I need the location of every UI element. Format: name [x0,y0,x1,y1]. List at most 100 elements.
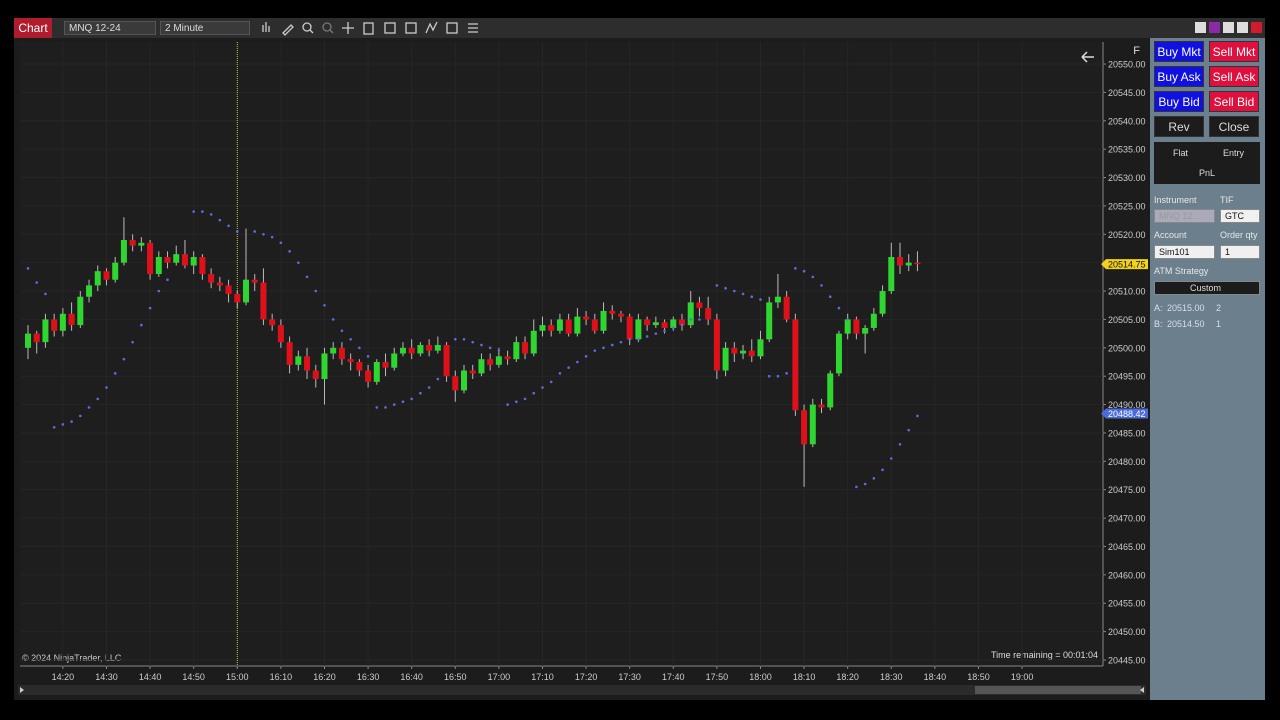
candle-body [687,302,694,326]
candle-body [530,330,537,354]
crosshair-icon[interactable] [342,22,354,34]
rev-btn[interactable]: Rev [1154,116,1204,137]
candle-body [461,370,467,391]
sar-dot [889,457,893,460]
close-btn[interactable] [1251,22,1262,33]
candle-body [321,353,328,380]
sar-dot [584,355,588,358]
draw-icon[interactable] [282,24,294,36]
candle-body [504,356,511,360]
sar-dot [767,374,771,378]
qty-label: Order qty [1220,230,1258,240]
sar-dot [392,403,396,406]
sar-dot [515,400,518,404]
sar-dot [549,380,553,384]
sar-dot [453,337,457,341]
sar-dot [741,292,745,296]
template-icon[interactable] [384,22,396,34]
candle-body [181,254,188,266]
win-btn[interactable] [1195,22,1206,33]
x-tick-label: 19:00 [1011,672,1034,682]
candle-body [757,339,764,357]
sar-dot [384,406,387,409]
candle-body [417,344,424,354]
sar-dot [52,425,56,429]
candle-body [731,347,738,354]
sar-dot [576,360,579,364]
sar-dot [610,343,614,347]
scrollbar[interactable] [18,685,1146,695]
candle-body [155,257,162,275]
strategy-icon[interactable] [425,21,438,34]
buy-bid-btn[interactable]: Buy Bid [1154,91,1204,112]
y-tick-label: 20530.00 [1108,173,1146,183]
x-tick-label: 16:30 [357,672,380,682]
candle-body [495,356,502,365]
bid-price: 20514.50 [1167,319,1205,329]
sar-dot [663,329,666,333]
candle-body [426,344,433,351]
chart-tab[interactable]: Chart [14,18,52,38]
sar-dot [297,261,300,264]
x-tick-label: 18:10 [793,672,816,682]
close-btn[interactable]: Close [1209,116,1259,137]
sar-dot [733,289,736,293]
list-icon[interactable] [468,23,478,33]
sar-dot [87,406,91,409]
props-icon[interactable] [363,22,374,35]
candle-body [844,319,851,334]
x-tick-label: 14:40 [139,672,162,682]
snapshot-icon[interactable] [405,22,417,34]
candle-body [33,333,40,343]
bid-label: B: [1154,319,1163,329]
copyright: © 2024 NinjaTrader, LLC [22,653,122,663]
candle-body [469,370,476,374]
sar-dot [192,210,195,213]
sell-mkt-btn[interactable]: Sell Mkt [1209,41,1259,62]
minimize-btn[interactable] [1223,22,1234,33]
candle-body [487,359,494,365]
sar-dot [436,377,440,381]
win-btn[interactable] [1209,22,1220,33]
maximize-btn[interactable] [1237,22,1248,33]
ask-price: 20515.00 [1167,303,1205,313]
candle-body [190,257,197,266]
ask-size: 2 [1216,303,1222,313]
price-marker-label: 20488.42 [1108,409,1146,419]
scroll-thumb[interactable] [975,686,1141,694]
sar-dot [419,391,422,395]
toolbar: Chart MNQ 12-24 2 Minute [14,18,1265,38]
candle-body [330,347,337,354]
candle-body [626,316,633,340]
sar-dot [70,420,73,423]
zoom-in-icon[interactable] [302,22,312,32]
y-tick-label: 20520.00 [1108,230,1146,240]
atm-select[interactable]: Custom [1154,281,1260,295]
sar-dot [44,292,47,296]
sar-dot [340,329,344,333]
candle-body [225,285,232,294]
qty-field[interactable]: 1 [1220,245,1260,259]
zoom-out-icon[interactable] [322,22,332,32]
candle-body [748,350,755,357]
indicator-icon[interactable] [446,22,458,34]
tif-select[interactable]: GTC [1220,209,1260,223]
x-tick-label: 14:50 [182,672,205,682]
sell-ask-btn[interactable]: Sell Ask [1209,66,1259,87]
sar-dot [279,241,283,245]
back-arrow[interactable] [1081,51,1094,63]
y-tick-label: 20505.00 [1108,315,1146,325]
buy-ask-btn[interactable]: Buy Ask [1154,66,1204,87]
bars-icon[interactable] [262,22,270,32]
sell-bid-btn[interactable]: Sell Bid [1209,91,1259,112]
instrument-field[interactable]: MNQ 12... [1154,209,1215,223]
sar-dot [35,281,39,284]
candle-body [870,313,877,328]
instrument-select[interactable]: MNQ 12-24 [64,21,156,35]
interval-select[interactable]: 2 Minute [160,21,250,35]
sar-dot [628,337,631,341]
account-select[interactable]: Sim101 [1154,245,1215,259]
price-marker-label: 20514.75 [1108,260,1146,270]
candle-body [356,362,363,371]
buy-mkt-btn[interactable]: Buy Mkt [1154,41,1204,62]
